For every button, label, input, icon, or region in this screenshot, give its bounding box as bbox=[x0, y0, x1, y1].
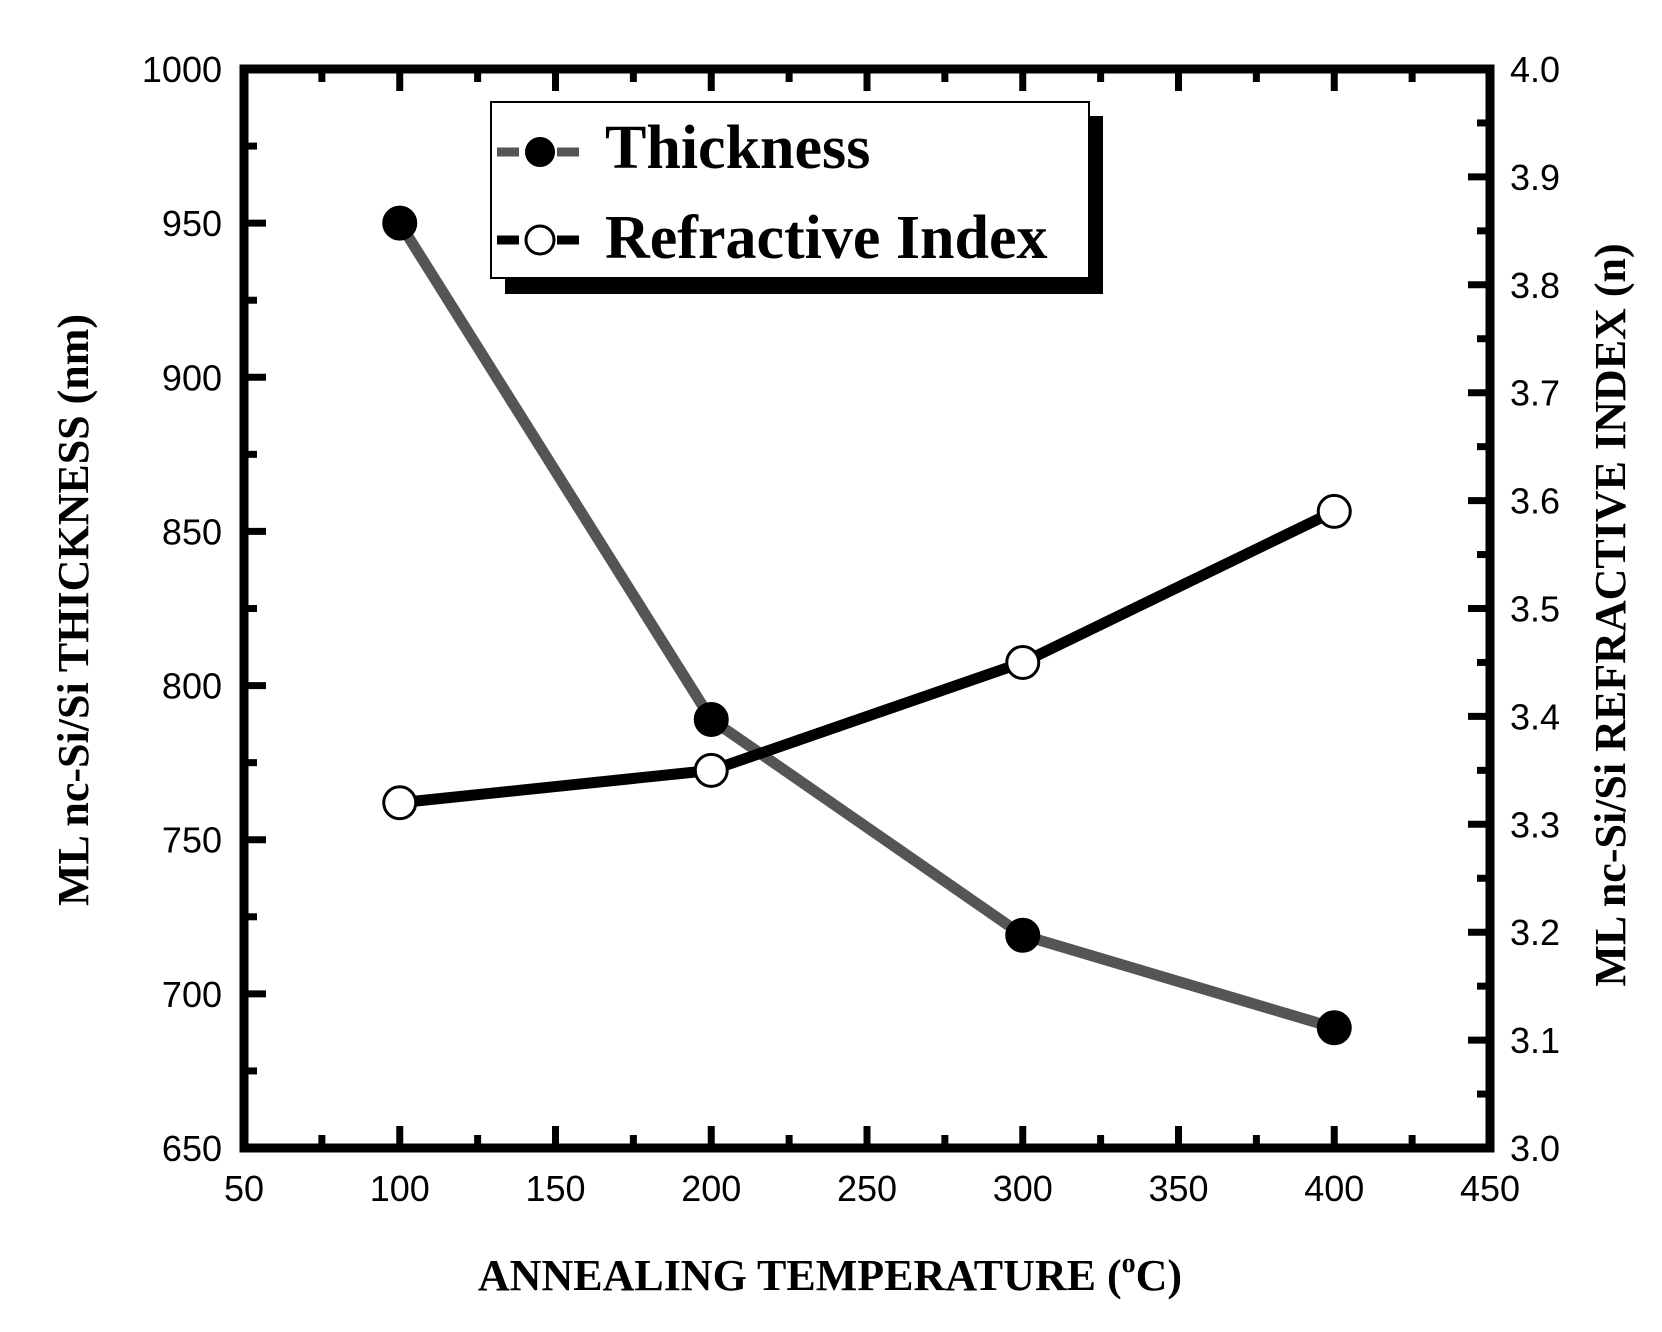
data-point-refractive-index bbox=[382, 785, 418, 821]
series-line-thickness bbox=[395, 220, 1336, 1034]
data-point-thickness bbox=[1005, 917, 1041, 953]
legend-item-refractive-index: Refractive Index bbox=[497, 204, 1047, 272]
y-left-tick-label: 750 bbox=[162, 820, 222, 861]
legend: Thickness Refractive Index bbox=[490, 101, 1103, 294]
data-point-thickness bbox=[693, 701, 729, 737]
x-tick-label: 100 bbox=[370, 1168, 430, 1209]
x-tick-label: 250 bbox=[837, 1168, 897, 1209]
x-tick-label: 450 bbox=[1460, 1168, 1520, 1209]
x-tick-label: 200 bbox=[681, 1168, 741, 1209]
x-tick-label: 300 bbox=[993, 1168, 1053, 1209]
y-right-tick-label: 4.0 bbox=[1510, 49, 1560, 90]
y-axis-right-title: ML nc-Si/Si REFRACTIVE INDEX (n) bbox=[1586, 243, 1635, 986]
legend-label-thickness: Thickness bbox=[605, 114, 870, 182]
y-right-tick-label: 3.8 bbox=[1510, 265, 1560, 306]
y-right-tick-label: 3.3 bbox=[1510, 804, 1560, 845]
y-axis-left-title: ML nc-Si/Si THICKNESS (nm) bbox=[49, 314, 98, 906]
y-left-tick-label: 700 bbox=[162, 974, 222, 1015]
y-left-tick-label: 900 bbox=[162, 357, 222, 398]
x-tick-label: 350 bbox=[1148, 1168, 1208, 1209]
data-point-refractive-index bbox=[1316, 493, 1352, 529]
y-left-tick-label: 850 bbox=[162, 511, 222, 552]
series-line-refractive-index bbox=[399, 506, 1337, 809]
series-layer bbox=[382, 205, 1352, 1046]
y-right-tick-label: 3.9 bbox=[1510, 157, 1560, 198]
y-right-tick-label: 3.2 bbox=[1510, 912, 1560, 953]
data-point-thickness bbox=[1316, 1010, 1352, 1046]
data-point-refractive-index bbox=[693, 752, 729, 788]
legend-item-thickness: Thickness bbox=[497, 114, 870, 182]
x-axis-title-end: C) bbox=[1136, 1251, 1182, 1300]
legend-label-refractive-index: Refractive Index bbox=[605, 204, 1047, 272]
x-tick-label: 400 bbox=[1304, 1168, 1364, 1209]
y-right-tick-label: 3.7 bbox=[1510, 373, 1560, 414]
x-axis-title: ANNEALING TEMPERATURE (oC) bbox=[478, 1248, 1182, 1300]
data-point-refractive-index bbox=[1005, 644, 1041, 680]
legend-marker-refractive-index bbox=[524, 224, 556, 256]
y-right-tick-label: 3.4 bbox=[1510, 696, 1560, 737]
y-left-tick-label: 800 bbox=[162, 666, 222, 707]
legend-box bbox=[490, 101, 1090, 279]
y-right-tick-label: 3.5 bbox=[1510, 589, 1560, 630]
y-left-tick-label: 1000 bbox=[142, 49, 222, 90]
y-right-tick-label: 3.0 bbox=[1510, 1128, 1560, 1169]
axis-ticks: 50 100 150 200 250 300 350 400 450 650 700 750 800 85… bbox=[142, 49, 1560, 1209]
x-tick-label: 50 bbox=[224, 1168, 264, 1209]
y-left-tick-label: 650 bbox=[162, 1128, 222, 1169]
y-right-tick-label: 3.6 bbox=[1510, 481, 1560, 522]
y-right-tick-label: 3.1 bbox=[1510, 1020, 1560, 1061]
data-point-thickness bbox=[382, 205, 418, 241]
x-axis-title-superscript: o bbox=[1122, 1248, 1136, 1279]
legend-marker-thickness bbox=[525, 137, 555, 167]
x-tick-label: 150 bbox=[525, 1168, 585, 1209]
y-left-tick-label: 950 bbox=[162, 203, 222, 244]
